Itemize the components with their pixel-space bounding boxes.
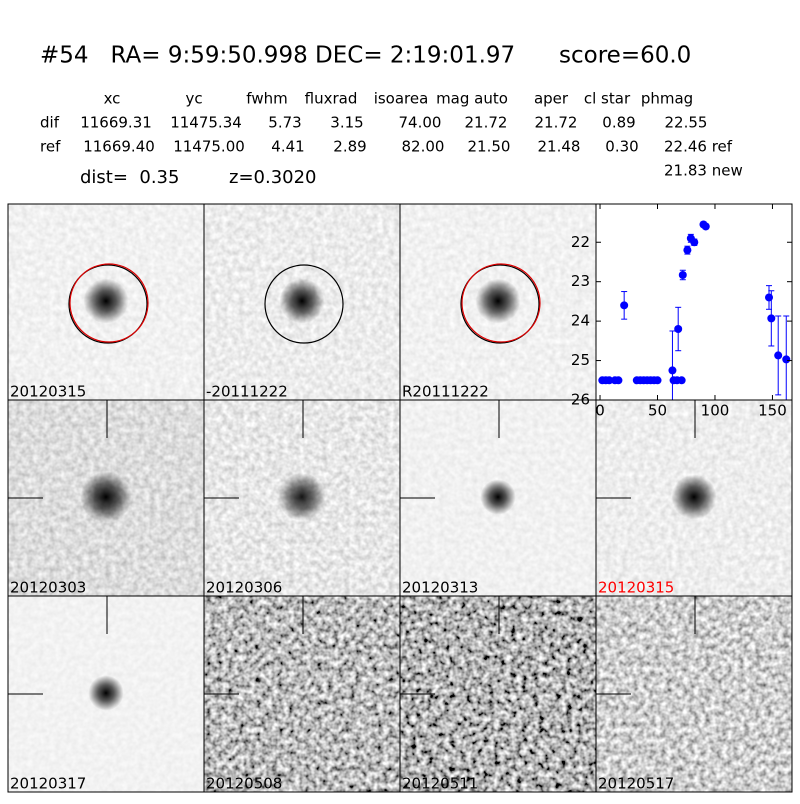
stamp-label: 20120315 bbox=[598, 579, 674, 597]
column-header: fwhm bbox=[246, 90, 287, 108]
plot-frame bbox=[595, 203, 793, 401]
table-cell: 5.73 bbox=[268, 114, 301, 132]
data-point bbox=[782, 355, 791, 364]
aperture bbox=[68, 264, 148, 344]
data-point bbox=[683, 246, 692, 255]
table-cell: 4.41 bbox=[271, 138, 304, 156]
stamp-label: 20120315 bbox=[10, 383, 86, 401]
table-cell: 22.46 ref bbox=[664, 138, 733, 156]
stamp: -20111222 bbox=[203, 203, 401, 401]
data-point bbox=[653, 376, 662, 385]
stamp-label: 20120511 bbox=[402, 775, 478, 793]
table-cell: 2.89 bbox=[333, 138, 366, 156]
stamp-label: 20120313 bbox=[402, 579, 478, 597]
stamp: R20111222 bbox=[399, 203, 597, 401]
column-header: cl star bbox=[584, 90, 631, 108]
table-cell: 11669.40 bbox=[83, 138, 155, 156]
source-blob bbox=[671, 474, 717, 520]
data-point bbox=[674, 325, 683, 334]
column-header: mag auto bbox=[436, 90, 508, 108]
data-point bbox=[690, 238, 699, 247]
table-cell: 22.55 bbox=[665, 114, 708, 132]
stamp: 20120315 bbox=[7, 203, 205, 401]
phmag-new: 21.83 new bbox=[664, 162, 743, 180]
data-point bbox=[678, 270, 687, 279]
stamp-label: 20120508 bbox=[206, 775, 282, 793]
stamp: 20120315 bbox=[595, 399, 793, 597]
column-header: yc bbox=[185, 90, 202, 108]
y-tick-label: 26 bbox=[571, 391, 590, 409]
stamp-label: 20120517 bbox=[598, 775, 674, 793]
distance: dist= 0.35 bbox=[80, 167, 179, 188]
redshift: z=0.3020 bbox=[229, 167, 317, 188]
stamp-frame bbox=[595, 595, 793, 793]
y-tick-label: 23 bbox=[571, 272, 590, 290]
data-point bbox=[774, 351, 783, 360]
table-cell: 0.30 bbox=[605, 138, 638, 156]
header: #54 RA= 9:59:50.998 DEC= 2:19:01.97 scor… bbox=[40, 43, 743, 189]
data-point bbox=[605, 376, 614, 385]
stamp-label: 20120317 bbox=[10, 775, 86, 793]
table-cell: ref bbox=[40, 138, 61, 156]
data-point bbox=[765, 293, 774, 302]
source-blob bbox=[80, 471, 132, 523]
light-curve: 22 23 24 25 26 0 50 100 150 bbox=[571, 203, 793, 420]
data-point bbox=[668, 366, 677, 375]
source-blob bbox=[278, 473, 326, 521]
stamp: 20120511 bbox=[399, 595, 597, 793]
table-cell: 74.00 bbox=[399, 114, 442, 132]
column-header: phmag bbox=[641, 90, 693, 108]
table-cell: 21.72 bbox=[535, 114, 578, 132]
stamp-grid: 20120315 -20111222 R20111222 20120303 201203… bbox=[7, 203, 793, 793]
table-cell: 21.50 bbox=[468, 138, 511, 156]
data-point bbox=[701, 222, 710, 231]
stamp-label: R20111222 bbox=[402, 383, 489, 401]
stamp-label: 20120303 bbox=[10, 579, 86, 597]
source-blob bbox=[83, 278, 129, 324]
stamp: 20120508 bbox=[203, 595, 401, 793]
table-cell: 3.15 bbox=[330, 114, 363, 132]
data-point bbox=[620, 301, 629, 310]
table-cell: 11475.34 bbox=[170, 114, 242, 132]
table-cell: dif bbox=[40, 114, 60, 132]
aperture-ref bbox=[69, 263, 149, 343]
table-cell: 82.00 bbox=[402, 138, 445, 156]
points bbox=[598, 220, 791, 400]
table-cell: 21.72 bbox=[465, 114, 508, 132]
source-blob bbox=[279, 278, 325, 324]
stamp: 20120303 bbox=[7, 399, 205, 597]
stamp: 20120317 bbox=[7, 595, 205, 793]
source-blob bbox=[480, 479, 516, 515]
data-point bbox=[677, 376, 686, 385]
table-cell: 11669.31 bbox=[80, 114, 152, 132]
x-tick-label: 100 bbox=[701, 402, 730, 420]
column-header: aper bbox=[534, 90, 569, 108]
y-tick-label: 25 bbox=[571, 351, 590, 369]
table-cell: 0.89 bbox=[602, 114, 635, 132]
x-tick-label: 0 bbox=[595, 402, 605, 420]
column-header: xc bbox=[104, 90, 121, 108]
aperture bbox=[460, 264, 540, 344]
y-tick-label: 22 bbox=[571, 233, 590, 251]
table-cell: 11475.00 bbox=[173, 138, 245, 156]
table-cell: 21.48 bbox=[538, 138, 581, 156]
stamp: 20120306 bbox=[203, 399, 401, 597]
title: #54 RA= 9:59:50.998 DEC= 2:19:01.97 scor… bbox=[40, 43, 691, 69]
source-blob bbox=[88, 675, 124, 711]
column-header: fluxrad bbox=[305, 90, 358, 108]
y-tick-label: 24 bbox=[571, 312, 590, 330]
stamp: 20120517 bbox=[595, 595, 793, 793]
x-tick-label: 50 bbox=[648, 402, 667, 420]
aperture bbox=[264, 264, 344, 344]
data-point bbox=[614, 376, 623, 385]
column-header: isoarea bbox=[374, 90, 429, 108]
source-blob bbox=[475, 278, 521, 324]
aperture-ref bbox=[461, 263, 541, 343]
x-tick-label: 150 bbox=[758, 402, 787, 420]
data-point bbox=[767, 314, 776, 323]
stamp-label: -20111222 bbox=[206, 383, 288, 401]
stamp-label: 20120306 bbox=[206, 579, 282, 597]
stamp: 20120313 bbox=[399, 399, 597, 597]
